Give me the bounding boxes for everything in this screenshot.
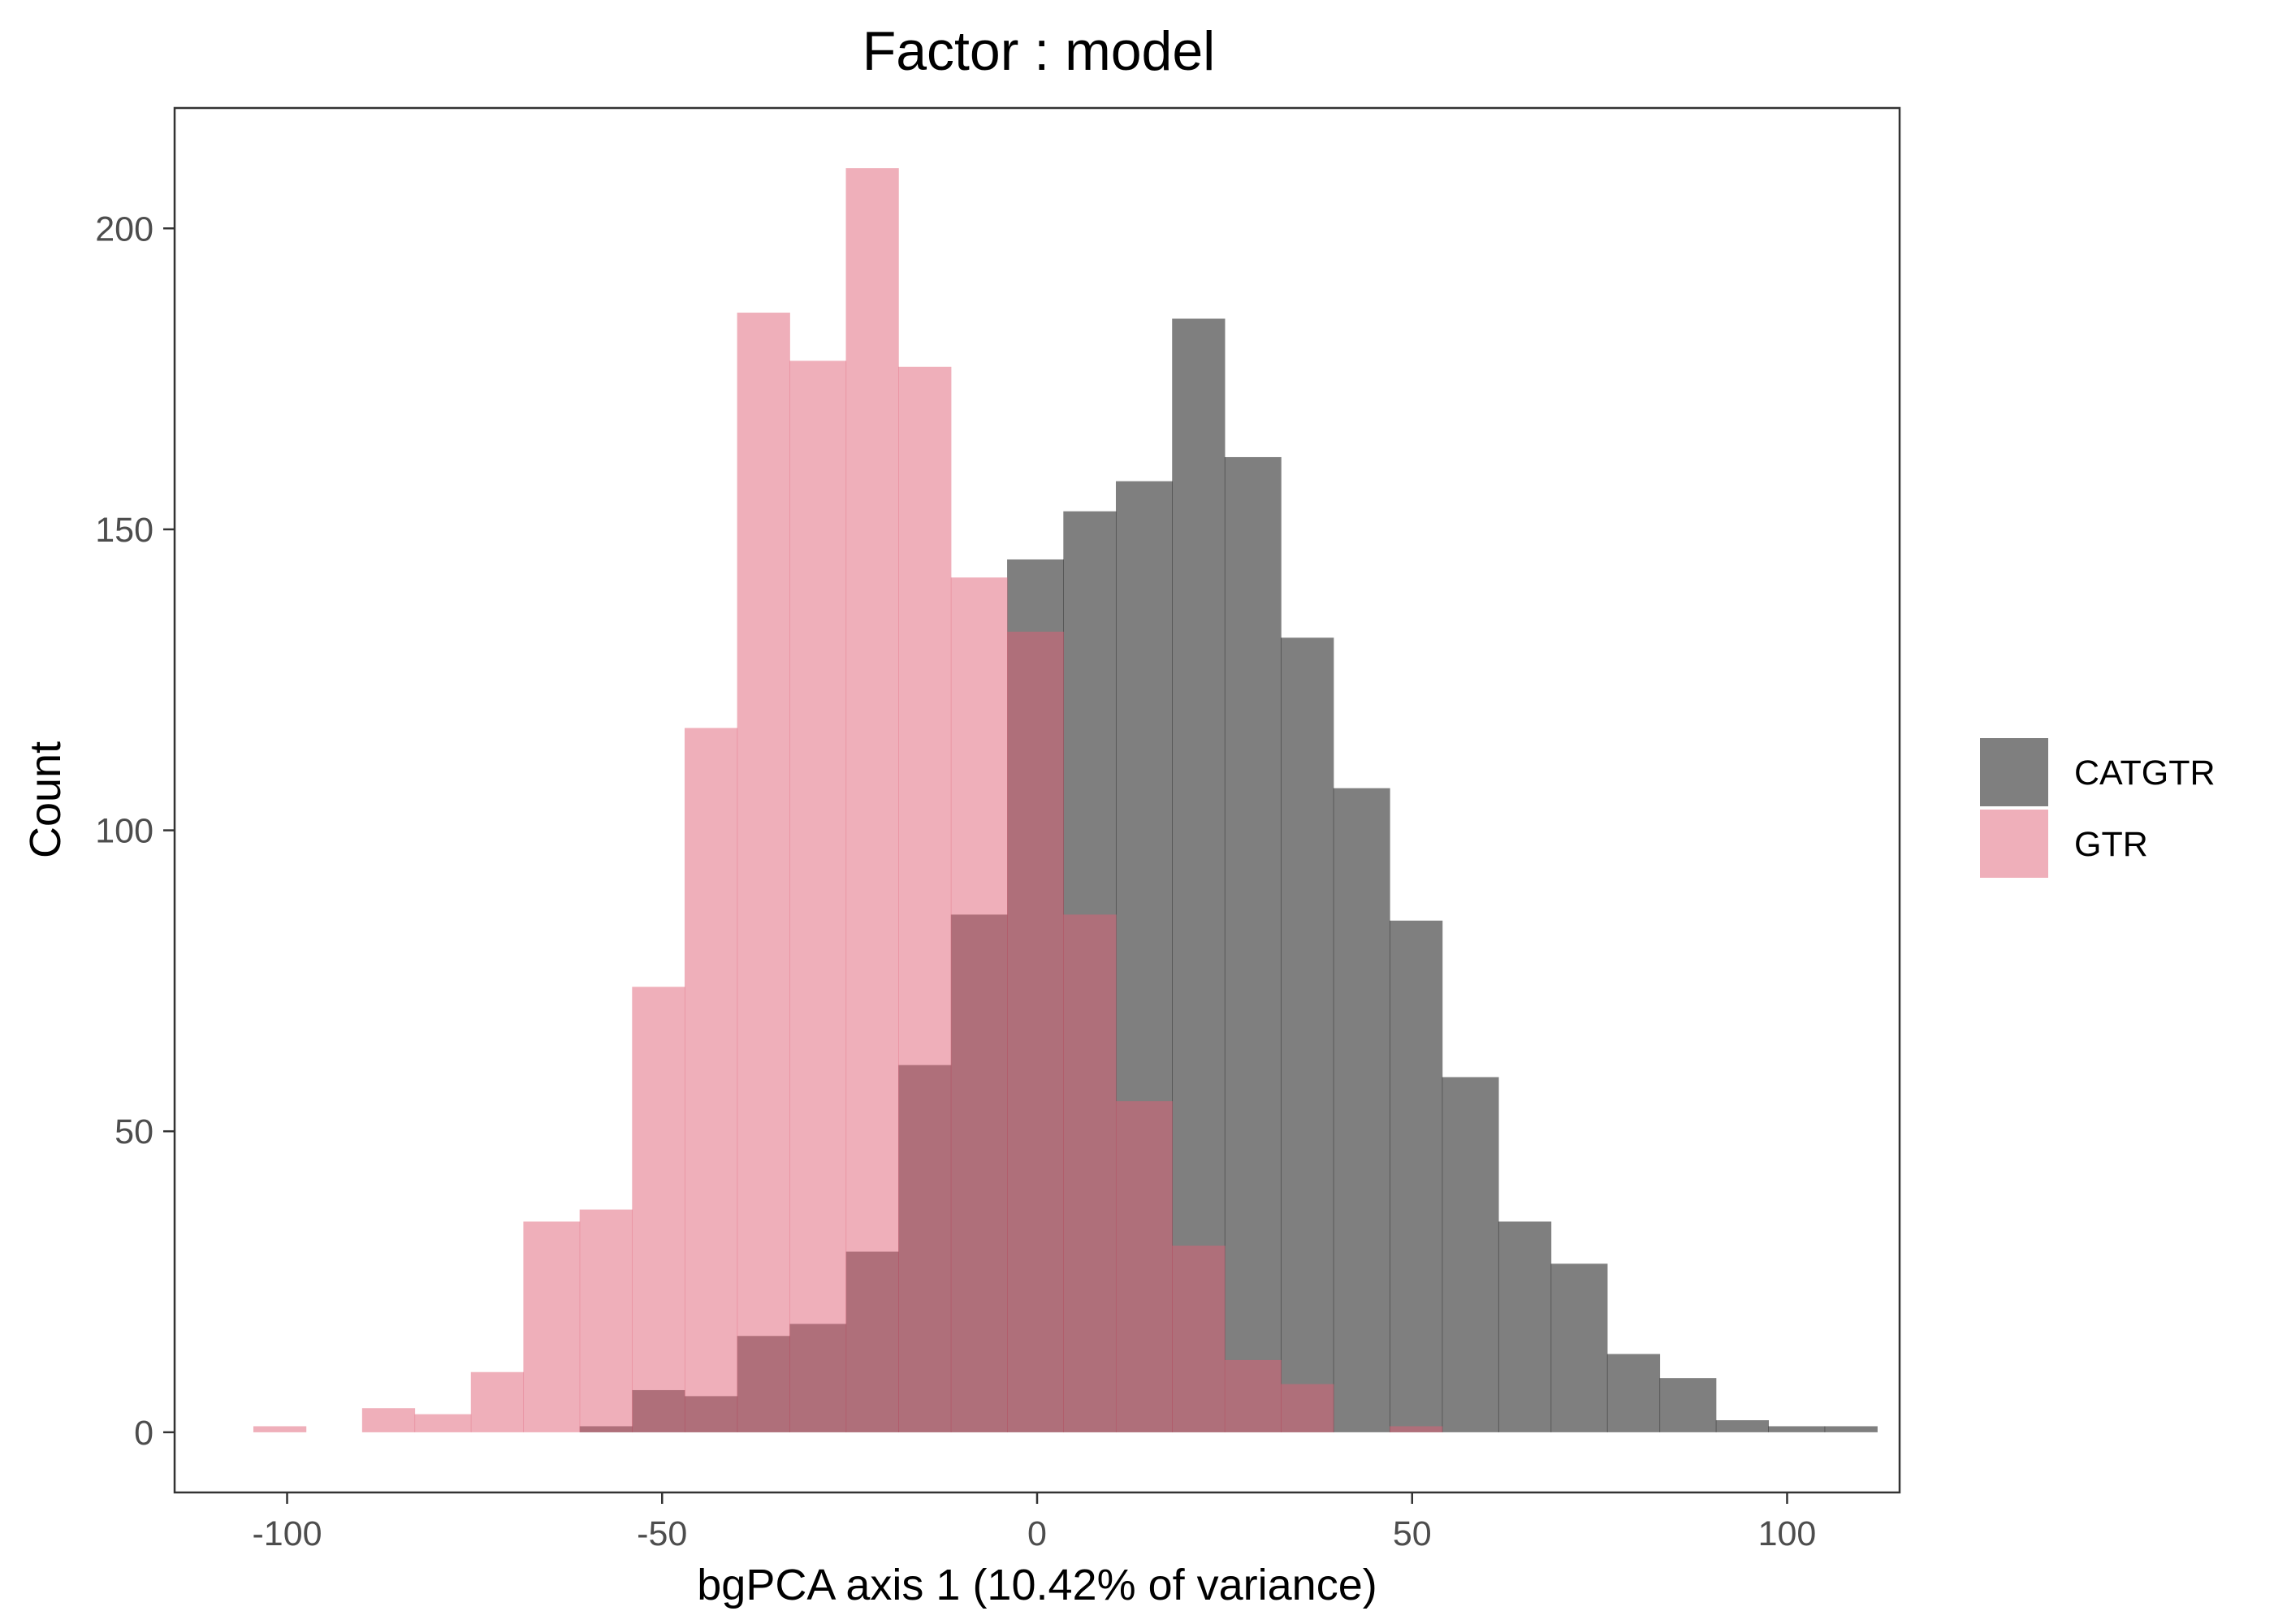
y-tick-label: 0 [134,1414,153,1453]
bar-gtr-9 [789,361,847,1432]
y-axis: 0 50 100 150 200 [95,209,175,1453]
bar-gtr-14 [1063,914,1117,1432]
bar-catgtr-21 [1715,1420,1769,1432]
bar-gtr-8 [737,313,790,1432]
x-axis-title: bgPCA axis 1 (10.42% of variance) [697,1561,1377,1609]
bar-gtr-0 [253,1426,307,1432]
legend-swatch [1980,738,2048,806]
y-tick-label: 150 [95,511,153,550]
bar-gtr-16 [1172,1246,1226,1432]
chart-title: Factor : model [862,20,1216,82]
bar-gtr-13 [1007,631,1064,1432]
bar-gtr-10 [845,168,899,1432]
bar-gtr-7 [684,728,738,1432]
x-tick-label: -100 [252,1514,322,1553]
bar-catgtr-22 [1768,1426,1826,1432]
series-gtr [253,168,1443,1432]
bar-gtr-19 [1390,1426,1443,1432]
bar-catgtr-16 [1442,1077,1499,1432]
bar-catgtr-12 [1224,456,1282,1432]
y-tick-label: 50 [115,1112,153,1151]
x-axis: -100 -50 0 50 100 [252,1492,1816,1553]
legend-swatch [1980,810,2048,878]
bar-gtr-17 [1224,1359,1282,1432]
bar-gtr-4 [523,1221,581,1432]
bar-gtr-12 [950,577,1008,1432]
y-tick-label: 200 [95,209,153,248]
bar-catgtr-15 [1390,920,1443,1432]
legend: CATGTR GTR [1978,736,2216,879]
y-tick-label: 100 [95,812,153,851]
bar-catgtr-20 [1659,1378,1717,1432]
bar-gtr-2 [414,1414,472,1432]
bar-catgtr-14 [1333,788,1390,1432]
bar-gtr-1 [361,1408,416,1432]
bars-layer [253,168,1878,1432]
x-tick-label: 100 [1758,1514,1817,1553]
legend-item-gtr: GTR [1978,808,2148,879]
bar-catgtr-19 [1606,1354,1661,1432]
legend-label: CATGTR [2074,754,2216,793]
bar-catgtr-18 [1550,1263,1608,1432]
legend-item-catgtr: CATGTR [1978,736,2216,808]
bar-gtr-11 [898,366,952,1432]
x-tick-label: 0 [1027,1514,1047,1553]
bar-gtr-18 [1281,1384,1334,1432]
bar-catgtr-13 [1281,637,1334,1432]
bar-catgtr-17 [1498,1221,1552,1432]
bar-gtr-15 [1115,1101,1173,1432]
bar-gtr-3 [470,1371,525,1432]
x-tick-label: -50 [637,1514,687,1553]
legend-label: GTR [2074,825,2148,864]
y-axis-title: Count [21,741,70,858]
bar-catgtr-23 [1824,1426,1878,1432]
bar-gtr-5 [579,1209,633,1432]
bar-gtr-6 [632,987,685,1432]
x-tick-label: 50 [1393,1514,1432,1553]
